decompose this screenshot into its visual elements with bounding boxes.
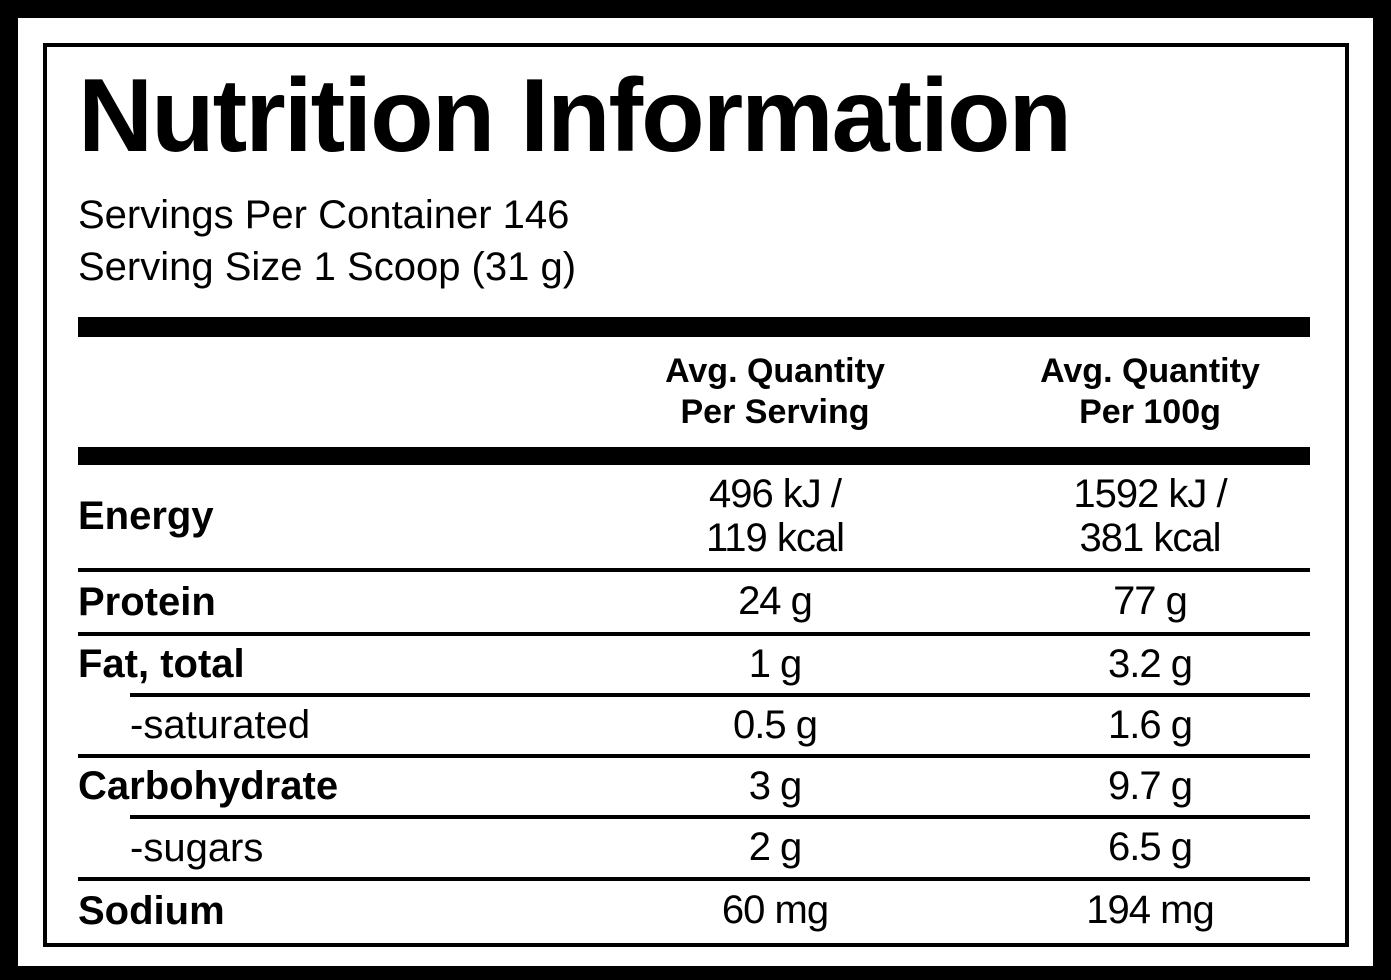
nutrition-label: Nutrition Information Servings Per Conta… [43,43,1349,947]
nutrient-name: Sodium [78,888,225,933]
row-saturated-fat: -saturated 0.5 g 1.6 g [78,697,1310,754]
header-separator-bar [78,447,1310,465]
page-title: Nutrition Information [78,58,1072,174]
nutrient-name: Fat, total [78,642,245,686]
servings-per-container: Servings Per Container 146 [78,193,570,237]
nutrient-name: Energy [78,494,214,538]
value-per-100g: 1.6 g [1108,702,1193,747]
top-separator-bar [78,317,1310,337]
nutrient-name: -sugars [130,825,264,870]
row-divider-indented [130,815,1310,819]
row-divider [78,568,1310,572]
value-per-100g: 77 g [1113,579,1188,624]
row-divider [78,877,1310,881]
value-per-100g: 9.7 g [1108,763,1193,808]
value-per-100g: 1592 kJ / 381 kcal [1073,472,1227,560]
nutrient-name: -saturated [130,703,311,747]
value-per-100g: 3.2 g [1108,641,1193,686]
value-per-100g: 194 mg [1086,888,1214,933]
nutrient-name: Protein [78,579,216,624]
row-sodium: Sodium 60 mg 194 mg [78,881,1310,941]
serving-info: Servings Per Container 146 Serving Size … [78,189,1310,293]
table-header-row: Avg. Quantity Per Serving Avg. Quantity … [78,337,1310,447]
value-per-serving: 0.5 g [733,702,818,747]
value-per-serving: 3 g [748,763,803,808]
nutrient-name: Carbohydrate [78,764,339,808]
row-divider-indented [130,693,1310,697]
column-header-per-100g: Avg. Quantity Per 100g [1040,352,1260,431]
row-carbohydrate: Carbohydrate 3 g 9.7 g [78,758,1310,815]
value-per-serving: 1 g [748,641,803,686]
serving-size: Serving Size 1 Scoop (31 g) [78,245,577,289]
label-white-panel: Nutrition Information Servings Per Conta… [18,18,1373,966]
value-per-serving: 2 g [748,825,803,870]
value-per-100g: 6.5 g [1108,825,1193,870]
row-protein: Protein 24 g 77 g [78,572,1310,632]
row-divider [78,754,1310,758]
column-header-per-serving: Avg. Quantity Per Serving [665,352,885,431]
row-sugars: -sugars 2 g 6.5 g [78,819,1310,877]
value-per-serving: 496 kJ / 119 kcal [705,472,845,560]
value-per-serving: 24 g [738,579,813,624]
row-divider [78,632,1310,636]
row-energy: Energy 496 kJ / 119 kcal 1592 kJ / 381 k… [78,465,1310,568]
row-fat-total: Fat, total 1 g 3.2 g [78,636,1310,693]
value-per-serving: 60 mg [721,888,829,933]
